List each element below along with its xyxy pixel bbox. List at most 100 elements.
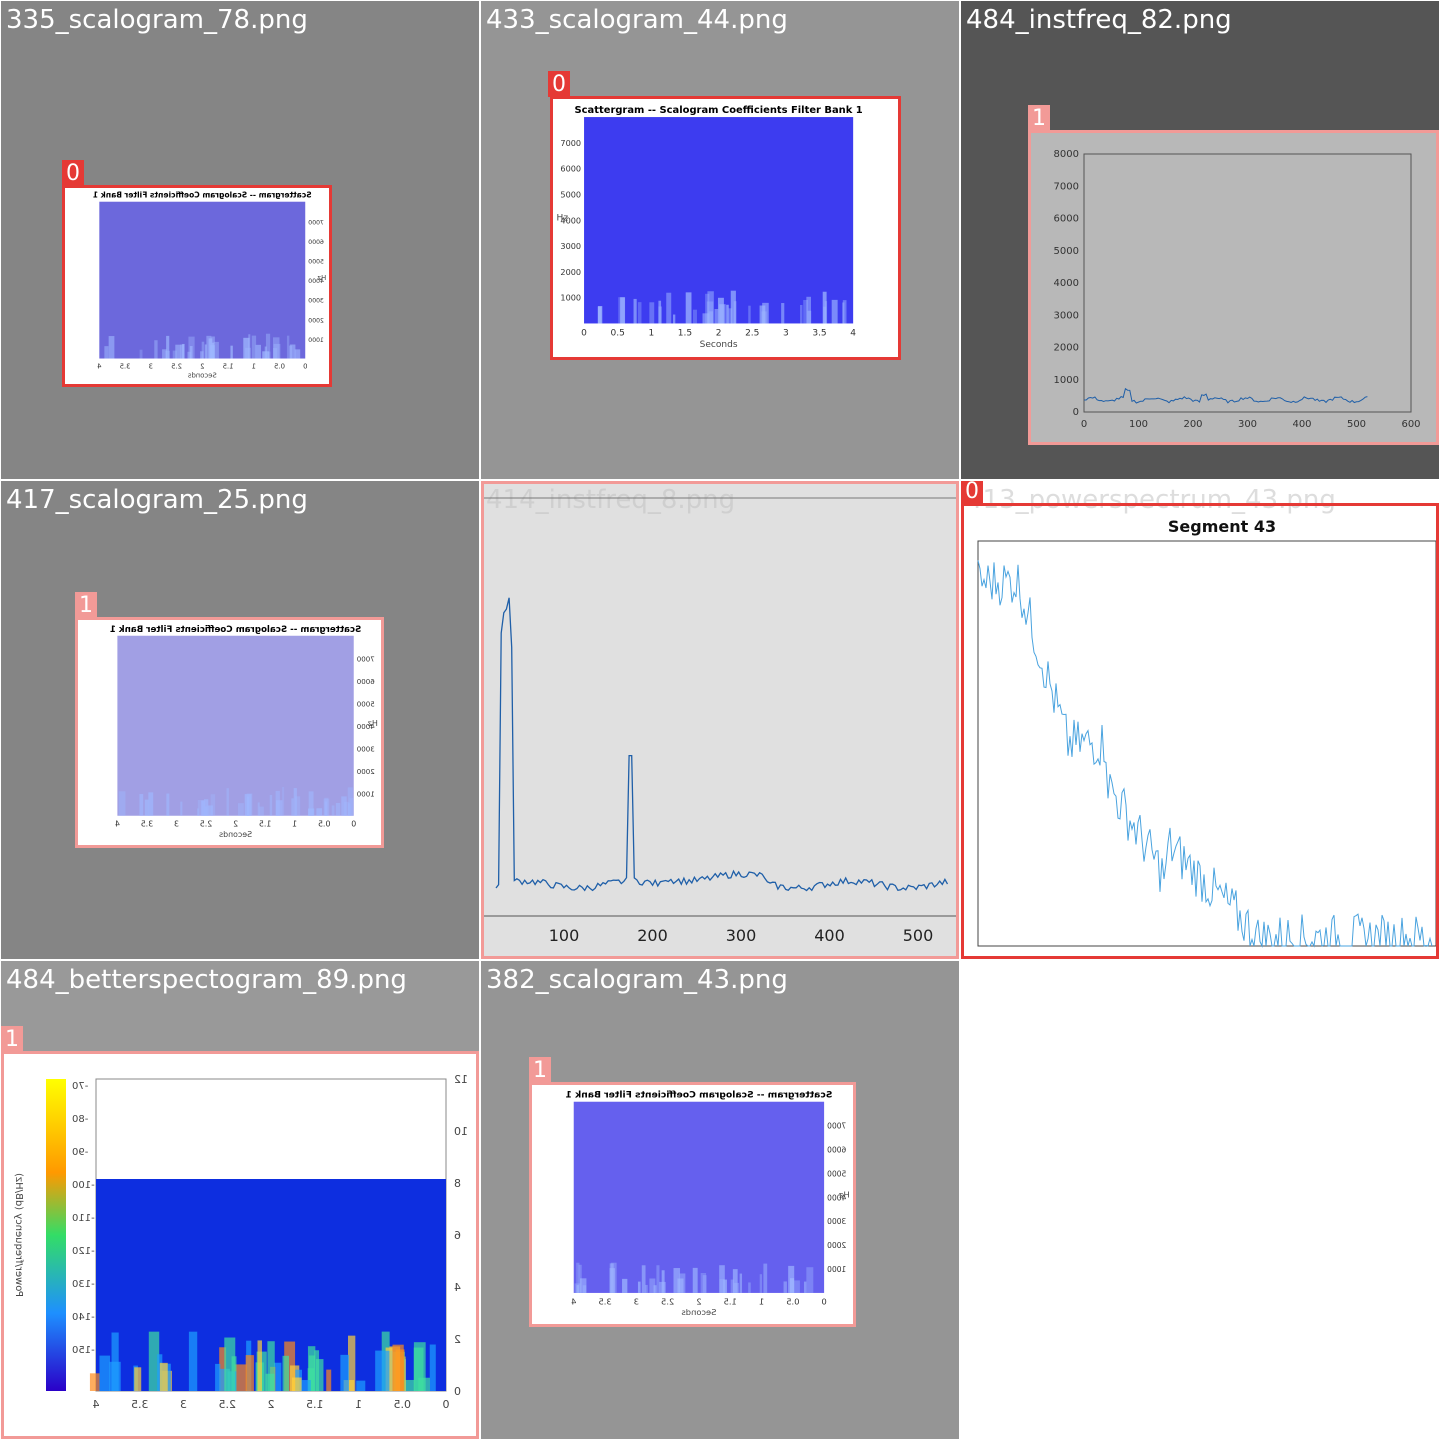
x-tick-label: 2.5 — [200, 820, 213, 829]
scalogram-energy-streak — [800, 304, 803, 324]
scalogram-energy-streak — [733, 301, 737, 324]
scalogram-energy-streak — [188, 336, 195, 359]
scalogram-energy-streak — [739, 1273, 743, 1293]
scalogram-energy-streak — [200, 351, 204, 359]
colorbar-tick-label: -150 — [72, 1345, 95, 1356]
scalogram-energy-streak — [842, 302, 845, 324]
scalogram-energy-streak — [189, 346, 193, 359]
x-tick-label: 2 — [696, 1296, 701, 1306]
y-axis-label: Hz — [557, 213, 569, 223]
detection-box[interactable]: Segment 43 — [961, 503, 1439, 959]
scalogram-energy-streak — [210, 345, 215, 359]
scalogram-energy-streak — [707, 291, 714, 324]
frequency-line — [495, 597, 949, 892]
scalogram-energy-streak — [574, 1283, 581, 1293]
detection-box[interactable]: Scattergram -- Scalogram Coefficients Fi… — [75, 617, 384, 848]
scalogram-figure: Scattergram -- Scalogram Coefficients Fi… — [553, 99, 898, 357]
x-tick-label: 2.5 — [219, 1398, 237, 1411]
y-tick-label: 6000 — [356, 677, 375, 686]
tile-484-instfreq-82[interactable]: 0 100 200 300 400 500 600 0 1000 2000 3000 4000 5000… — [961, 1, 1439, 479]
x-tick-label: 3 — [634, 1296, 639, 1306]
x-tick-label: 2.5 — [171, 362, 182, 370]
tile-484-betterspectogram-89[interactable]: -70 -80 -90 -100 -110 -120 -130 -140 -150 0 0.5 1 1.… — [1, 961, 479, 1439]
x-tick-label: 1 — [355, 1398, 362, 1411]
x-tick-label: 400 — [1292, 419, 1311, 430]
scalogram-energy-streak — [730, 290, 736, 324]
scalogram-energy-streak — [251, 335, 257, 359]
tile-filename: 484_betterspectogram_89.png — [6, 965, 407, 995]
tile-382-scalogram-43[interactable]: Scattergram -- Scalogram Coefficients Fi… — [481, 961, 959, 1439]
y-tick-label: 0 — [454, 1385, 461, 1398]
class-label-tag: 0 — [62, 160, 84, 186]
scalogram-energy-streak — [162, 349, 167, 359]
detection-box[interactable]: 0 100 200 300 400 500 600 0 1000 2000 3000 4000 5000… — [1028, 130, 1439, 445]
scalogram-energy-streak — [243, 337, 250, 359]
scalogram-energy-streak — [349, 798, 354, 816]
x-tick-label: 200 — [1183, 419, 1202, 430]
y-tick-label: 1000 — [827, 1265, 846, 1274]
tile-filename: 417_scalogram_25.png — [6, 485, 308, 515]
y-tick-label: 2000 — [356, 767, 375, 776]
scalogram-energy-streak — [180, 801, 183, 816]
scalogram-energy-streak — [633, 298, 637, 324]
tile-417-scalogram-25[interactable]: Scattergram -- Scalogram Coefficients Fi… — [1, 481, 479, 959]
x-tick-label: 0.5 — [394, 1398, 412, 1411]
x-tick-label: 4 — [97, 362, 101, 370]
colorbar-tick-label: -70 — [72, 1081, 88, 1092]
spectrogram-energy-patch — [274, 1362, 282, 1391]
scalogram-energy-streak — [264, 346, 267, 359]
y-tick-label: 1000 — [356, 789, 375, 798]
plot-area — [1083, 153, 1412, 413]
x-tick-label: 1.5 — [223, 362, 234, 370]
tile-335-scalogram-78[interactable]: Scattergram -- Scalogram Coefficients Fi… — [1, 1, 479, 479]
y-tick-label: 4000 — [356, 722, 375, 731]
scalogram-energy-streak — [748, 1282, 751, 1293]
y-tick-label: 4000 — [827, 1193, 846, 1202]
tile-414-instfreq-8[interactable]: 414_instfreq_8.png 100 200 300 400 500 1 — [481, 481, 959, 959]
scalogram-energy-streak — [272, 348, 278, 359]
tile-433-scalogram-44[interactable]: Scattergram -- Scalogram Coefficients Fi… — [481, 1, 959, 479]
tile-filename: 413_powerspectrum_43.png — [966, 485, 1336, 515]
scalogram-energy-streak — [308, 791, 314, 816]
scalogram-energy-streak — [294, 349, 301, 359]
plot-area — [977, 540, 1436, 947]
class-label-tag: 1 — [75, 592, 97, 618]
scalogram-energy-streak — [108, 336, 115, 359]
detection-box[interactable]: 100 200 300 400 500 — [481, 481, 959, 959]
detection-box[interactable]: Scattergram -- Scalogram Coefficients Fi… — [62, 185, 332, 387]
colorbar-label: Power/frequency (dB/Hz) — [13, 1173, 24, 1297]
x-tick-label: 3 — [180, 1398, 187, 1411]
colorbar-tick-label: -100 — [72, 1180, 95, 1191]
scalogram-energy-streak — [316, 808, 323, 816]
instfreq-figure: 100 200 300 400 500 — [484, 497, 956, 945]
scalogram-energy-streak — [335, 803, 341, 816]
scalogram-energy-streak — [180, 344, 184, 359]
tile-413-powerspectrum-43[interactable]: 413_powerspectrum_43.png Segment 43 0 — [961, 481, 1439, 959]
scalogram-energy-streak — [246, 796, 250, 816]
scalogram-energy-streak — [685, 292, 692, 324]
scalogram-energy-streak — [719, 1279, 725, 1293]
spectrogram-energy-patch — [413, 1342, 426, 1391]
scalogram-energy-streak — [793, 1280, 800, 1293]
spectrogram-energy-patch — [340, 1354, 350, 1391]
scalogram-energy-streak — [728, 308, 733, 324]
class-label-tag: 1 — [481, 481, 503, 482]
scalogram-energy-streak — [201, 800, 205, 816]
scalogram-energy-streak — [645, 1284, 648, 1293]
scalogram-energy-streak — [576, 1285, 579, 1293]
spectrogram-energy-patch — [326, 1369, 332, 1391]
scalogram-energy-streak — [661, 1270, 665, 1293]
scalogram-energy-streak — [732, 1269, 738, 1293]
spectrogram-energy-patch — [257, 1340, 262, 1391]
y-tick-label: 5000 — [827, 1169, 846, 1178]
class-label-tag: 0 — [961, 481, 983, 504]
y-tick-label: 8000 — [1054, 149, 1079, 160]
detection-box[interactable]: -70 -80 -90 -100 -110 -120 -130 -140 -150 0 0.5 1 1.… — [1, 1051, 479, 1439]
y-tick-label: 3000 — [560, 241, 581, 251]
x-tick-label: 0.5 — [611, 328, 625, 338]
scalogram-energy-streak — [653, 1285, 657, 1293]
detection-box[interactable]: Scattergram -- Scalogram Coefficients Fi… — [529, 1082, 856, 1327]
scalogram-energy-streak — [175, 344, 182, 359]
detection-box[interactable]: Scattergram -- Scalogram Coefficients Fi… — [550, 96, 901, 360]
scalogram-energy-streak — [656, 1265, 660, 1293]
